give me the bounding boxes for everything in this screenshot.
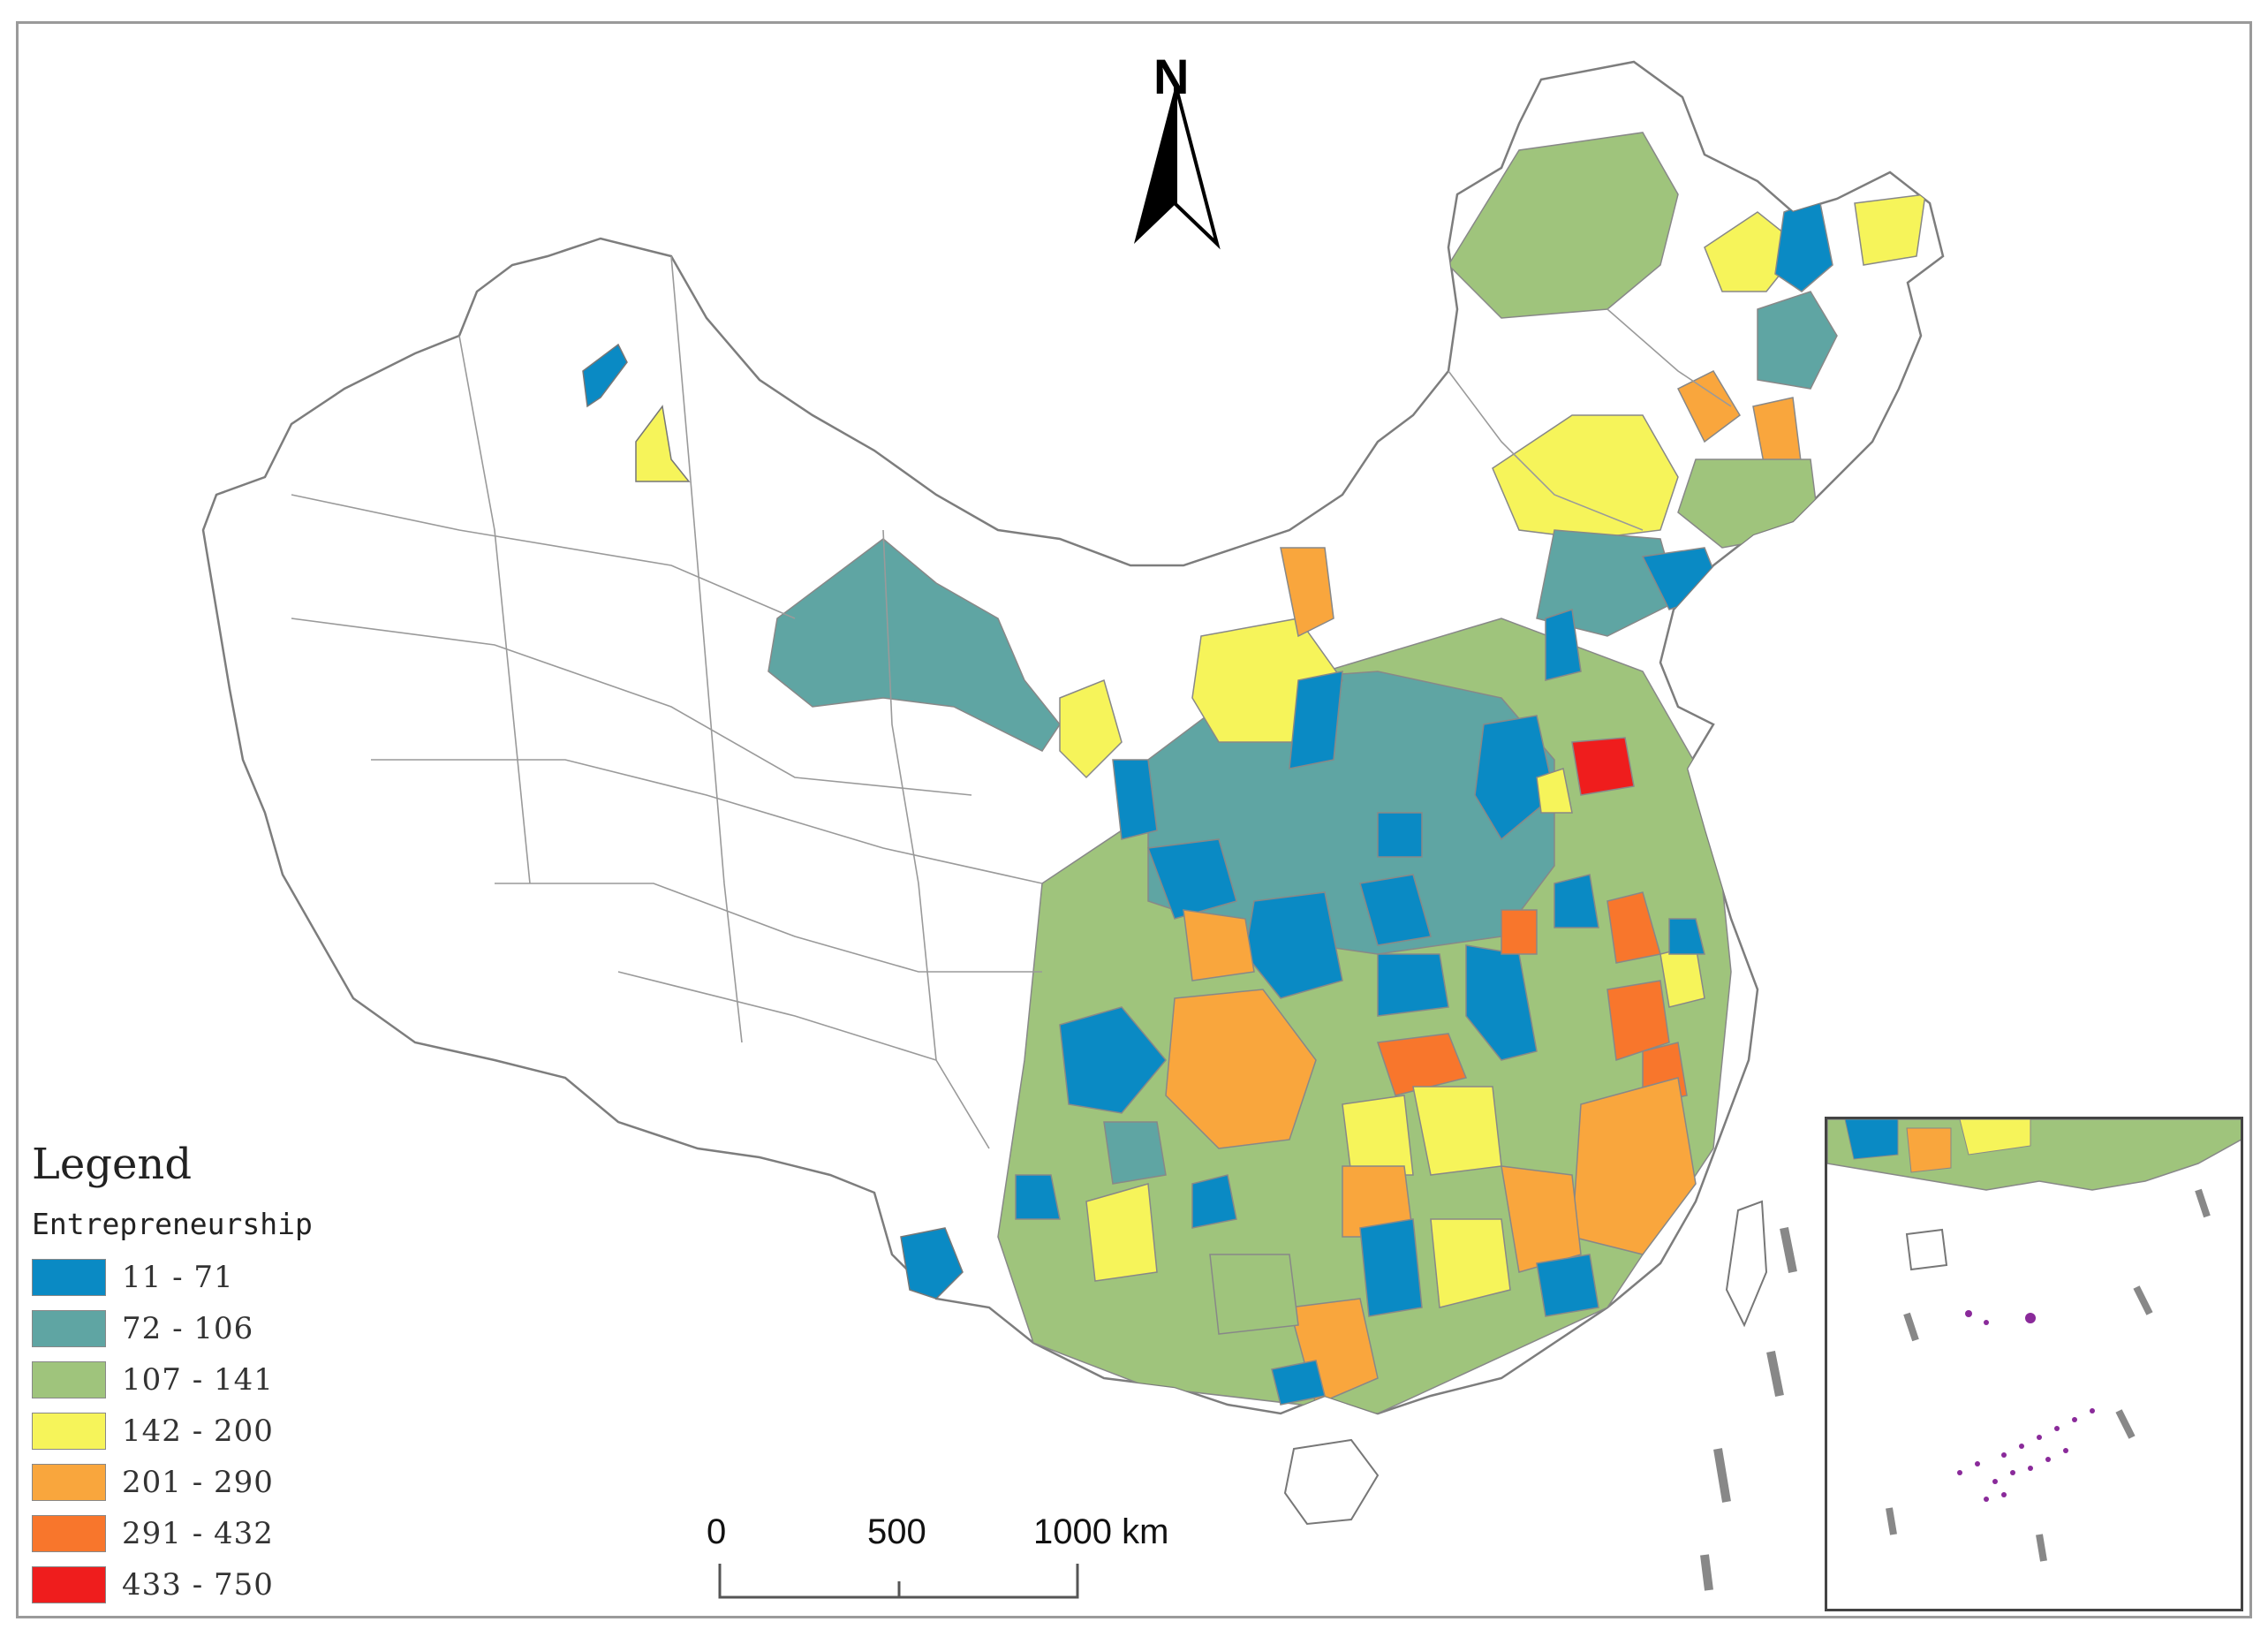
scale-label-end: 1000 km [1033,1512,1169,1551]
inset-map [1827,1119,2241,1562]
hainan-island [1283,1438,1380,1526]
legend-title: Legend [32,1140,193,1189]
prefecture-regions [767,132,1926,1413]
nine-dash-line [1700,1227,1797,1591]
legend-item: 11 - 71 [32,1252,403,1303]
legend-range: 433 - 750 [122,1567,274,1603]
province-boundaries [291,255,1732,1149]
legend-item: 201 - 290 [32,1457,403,1508]
legend-range: 72 - 106 [122,1311,254,1346]
north-arrow-icon [1134,84,1221,250]
legend-item: 291 - 432 [32,1508,403,1559]
legend-subtitle: Entrepreneurship [32,1207,313,1241]
legend-item: 107 - 141 [32,1354,403,1406]
legend: Legend Entrepreneurship 11 - 71 72 - 106… [32,1140,403,1610]
legend-range: 11 - 71 [122,1260,234,1295]
scale-bar [718,1564,1079,1599]
legend-item: 142 - 200 [32,1406,403,1457]
legend-swatch [32,1310,106,1347]
legend-item: 433 - 750 [32,1559,403,1610]
north-label: N [1153,49,1190,104]
region-yunnan-west [900,1227,964,1300]
south-china-sea-inset [1825,1117,2243,1611]
legend-swatch [32,1464,106,1501]
legend-range: 291 - 432 [122,1516,274,1551]
legend-range: 142 - 200 [122,1413,274,1449]
region-xinjiang-yellow [635,405,691,482]
region-xinjiang-blue [582,343,628,408]
legend-swatch [32,1361,106,1398]
legend-range: 107 - 141 [122,1362,274,1398]
legend-range: 201 - 290 [122,1465,274,1500]
taiwan-island [1725,1200,1768,1328]
legend-swatch [32,1259,106,1296]
legend-swatch [32,1515,106,1552]
legend-swatch [32,1566,106,1603]
scale-label-zero: 0 [707,1512,727,1551]
legend-swatch [32,1413,106,1450]
legend-item: 72 - 106 [32,1303,403,1354]
scale-label-mid: 500 [867,1512,926,1551]
